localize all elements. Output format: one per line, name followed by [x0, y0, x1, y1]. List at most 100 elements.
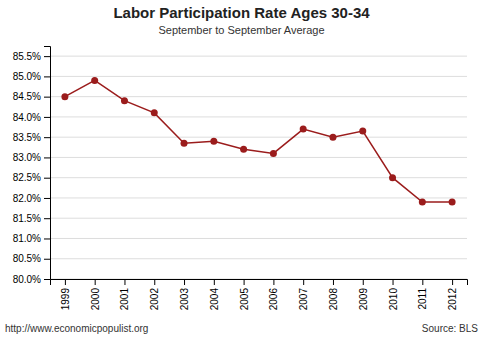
x-tick-mark [363, 279, 364, 285]
y-tick-mark [44, 137, 50, 138]
x-tick-mark [65, 279, 66, 285]
x-tick: 2001 [119, 279, 130, 310]
data-point [359, 128, 366, 135]
grid-line [50, 238, 467, 239]
y-tick-mark [44, 117, 50, 118]
data-line [65, 80, 452, 202]
data-point [121, 97, 128, 104]
grid-line [50, 177, 467, 178]
y-tick-label: 84.0% [13, 112, 41, 123]
x-tick-label: 2000 [90, 288, 101, 311]
chart-svg: Labor Participation Rate Ages 30-34 Septe… [0, 0, 483, 337]
footer-text: http://www.economicpopulist.org [5, 323, 148, 334]
y-tick-mark [44, 97, 50, 98]
x-tick: 2011 [417, 279, 428, 310]
data-point [270, 150, 277, 157]
y-tick-mark [44, 178, 50, 179]
y-tick-label: 81.0% [13, 233, 41, 244]
x-tick: 1999 [60, 279, 71, 310]
x-tick-mark [244, 279, 245, 285]
x-tick: 2005 [239, 279, 250, 310]
y-tick-label: 82.5% [13, 172, 41, 183]
data-point [419, 199, 426, 206]
x-tick: 2000 [90, 279, 101, 310]
data-point [389, 174, 396, 181]
x-tick: 2002 [149, 279, 160, 310]
x-tick-label: 2004 [209, 288, 220, 311]
grid [50, 56, 467, 279]
y-tick: 84.0% [13, 112, 50, 123]
data-point [151, 109, 158, 116]
grid-line [50, 137, 467, 138]
chart-container: Labor Participation Rate Ages 30-34 Septe… [0, 0, 483, 337]
y-tick-mark [44, 238, 50, 239]
plot-area [61, 77, 455, 206]
x-tick-label: 2011 [417, 288, 428, 310]
data-point [329, 134, 336, 141]
y-tick: 83.5% [13, 132, 50, 143]
data-point [91, 77, 98, 84]
y-tick: 80.5% [13, 253, 50, 264]
x-tick-mark [95, 279, 96, 285]
x-tick: 2007 [298, 279, 309, 310]
x-tick-label: 2001 [119, 288, 130, 311]
chart-title: Labor Participation Rate Ages 30-34 [113, 4, 370, 21]
y-tick-mark [44, 198, 50, 199]
x-axis: 1999 2000 2001 2002 2003 2004 2005 2006 2007 2008… [51, 279, 468, 310]
y-tick-mark [44, 157, 50, 158]
y-tick: 81.0% [13, 233, 50, 244]
x-tick-label: 2003 [179, 288, 190, 311]
x-tick: 2009 [358, 279, 369, 310]
y-tick-label: 84.5% [13, 91, 41, 102]
grid-line [50, 197, 467, 198]
y-tick-label: 83.5% [13, 132, 41, 143]
y-tick-label: 82.0% [13, 193, 41, 204]
grid-line [50, 258, 467, 259]
y-tick-mark [44, 259, 50, 260]
grid-line [50, 116, 467, 117]
data-point [61, 93, 68, 100]
y-tick: 83.0% [13, 152, 50, 163]
x-axis-line [51, 280, 468, 286]
x-tick-mark [333, 279, 334, 285]
footer-text: Source: BLS [422, 323, 478, 334]
y-tick: 85.0% [13, 71, 50, 82]
x-tick-mark [452, 279, 453, 285]
y-tick-label: 80.0% [13, 274, 41, 285]
x-tick: 2003 [179, 279, 190, 310]
x-tick: 2008 [328, 279, 339, 310]
data-point [181, 140, 188, 147]
y-tick-mark [44, 56, 50, 57]
y-tick-label: 85.5% [13, 51, 41, 62]
x-tick-mark [393, 279, 394, 285]
x-tick-label: 2006 [268, 288, 279, 311]
x-tick-mark [124, 279, 125, 285]
x-tick: 2010 [388, 279, 399, 310]
y-tick-label: 81.5% [13, 213, 41, 224]
x-tick-mark [303, 279, 304, 285]
x-tick: 2006 [268, 279, 279, 310]
x-tick-mark [273, 279, 274, 285]
x-tick-mark [154, 279, 155, 285]
y-tick: 85.5% [13, 51, 50, 62]
chart-subtitle: September to September Average [158, 24, 324, 36]
y-axis-line [44, 47, 51, 280]
data-point [240, 146, 247, 153]
grid-line [50, 157, 467, 158]
data-point [210, 138, 217, 145]
y-tick-label: 83.0% [13, 152, 41, 163]
grid-line [50, 56, 467, 57]
x-tick-label: 2005 [239, 288, 250, 311]
x-tick-mark [214, 279, 215, 285]
y-tick: 82.5% [13, 172, 50, 183]
y-tick-mark [44, 76, 50, 77]
grid-line [50, 218, 467, 219]
x-tick-label: 2008 [328, 288, 339, 311]
data-point [300, 126, 307, 133]
x-tick: 2012 [447, 279, 458, 310]
x-tick-label: 2002 [149, 288, 160, 311]
x-tick-label: 2010 [388, 288, 399, 311]
x-tick-label: 2007 [298, 288, 309, 311]
x-tick: 2004 [209, 279, 220, 310]
x-tick-mark [184, 279, 185, 285]
